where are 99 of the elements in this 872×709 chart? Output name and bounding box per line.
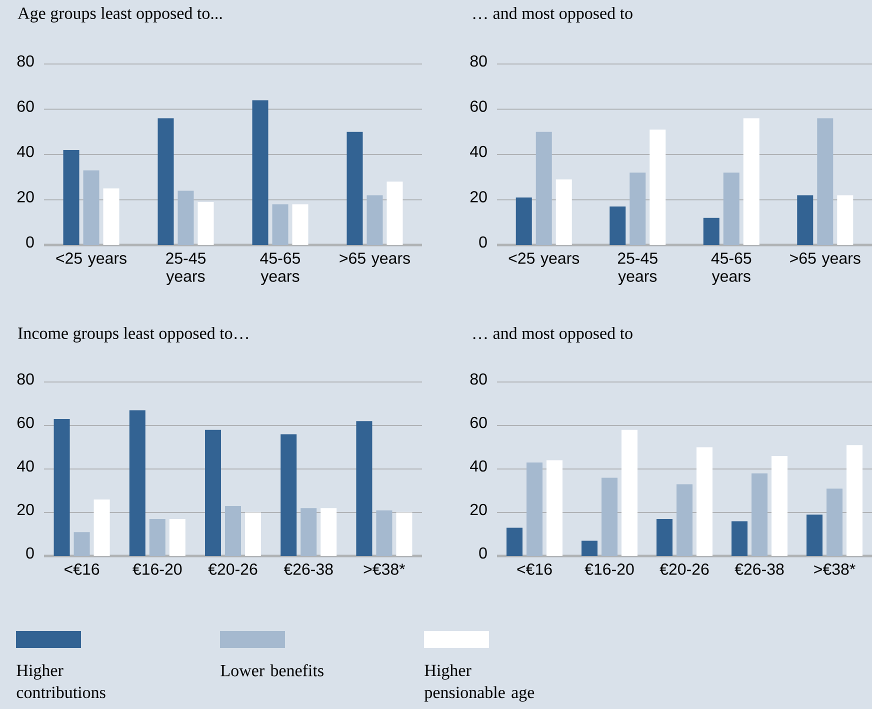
x-tick-label: 25-45 years <box>166 252 206 286</box>
bar <box>300 508 317 556</box>
bar <box>656 519 673 556</box>
bar <box>280 434 297 556</box>
y-tick-label: 40 <box>470 460 487 472</box>
x-tick-label: €26-38 <box>284 564 333 575</box>
legend-label: Higher pensionable age <box>424 664 534 702</box>
bar <box>63 150 80 245</box>
chart-title: Age groups least opposed to... <box>18 7 222 22</box>
bar <box>556 179 572 245</box>
bar <box>158 118 174 245</box>
bar <box>178 190 194 245</box>
x-tick-label: €26-38 <box>734 564 784 575</box>
bar <box>752 473 768 556</box>
y-tick-label: 60 <box>17 416 34 428</box>
bar <box>366 195 383 245</box>
bar <box>696 447 713 556</box>
bar <box>252 100 268 245</box>
bar <box>376 510 392 556</box>
bar <box>94 499 110 556</box>
x-tick-label: 45-65 years <box>711 252 752 286</box>
bar <box>536 132 552 245</box>
y-tick-label: 0 <box>479 236 487 248</box>
bar <box>205 430 221 556</box>
y-tick-label: 20 <box>470 504 487 516</box>
y-tick-label: 80 <box>17 373 34 385</box>
legend-label: Higher contributions <box>16 664 106 698</box>
bar <box>703 218 720 245</box>
x-tick-label: €16-20 <box>584 564 634 575</box>
y-tick-label: 40 <box>17 146 34 158</box>
y-tick-label: 0 <box>26 547 34 559</box>
x-tick-label: <€16 <box>517 564 552 575</box>
chart-title: Income groups least opposed to… <box>18 327 248 342</box>
x-tick-label: <25 years <box>508 252 580 268</box>
bar <box>386 182 403 245</box>
y-tick-label: 60 <box>470 100 487 112</box>
bar <box>846 445 863 556</box>
bar <box>103 188 120 245</box>
bar <box>346 132 363 245</box>
x-tick-label: >€38* <box>364 564 406 575</box>
bar <box>826 488 843 556</box>
bar <box>506 528 523 556</box>
bar <box>650 130 666 245</box>
bar <box>676 484 693 556</box>
x-tick-label: €20-26 <box>660 564 709 575</box>
y-tick-label: 20 <box>17 504 34 516</box>
chart-title: … and most opposed to <box>473 7 632 22</box>
bar <box>149 519 166 556</box>
y-tick-label: 40 <box>470 146 487 158</box>
bar <box>630 172 646 245</box>
y-tick-label: 20 <box>470 191 487 202</box>
x-tick-label: >65 years <box>340 252 410 268</box>
x-tick-label: <€16 <box>64 564 100 575</box>
bar <box>797 195 814 245</box>
bar <box>622 430 638 556</box>
chart-title: … and most opposed to <box>473 327 632 342</box>
bar <box>723 172 740 245</box>
bar <box>169 519 186 556</box>
x-tick-label: <25 years <box>56 252 126 268</box>
bar <box>837 195 854 245</box>
bar <box>732 521 748 556</box>
x-tick-label: >€38* <box>814 564 856 575</box>
bar <box>54 418 70 556</box>
bar <box>74 532 90 556</box>
y-tick-label: 40 <box>17 460 34 472</box>
y-tick-label: 0 <box>479 547 487 559</box>
y-tick-label: 80 <box>17 55 34 67</box>
legend-label: Lower benefits <box>220 664 324 676</box>
bar <box>320 508 337 556</box>
x-tick-label: 25-45 years <box>618 252 658 286</box>
y-tick-label: 60 <box>470 416 487 428</box>
bar <box>806 514 823 556</box>
bar <box>356 421 372 556</box>
bar <box>546 460 563 556</box>
bar <box>83 170 100 245</box>
x-tick-label: >65 years <box>790 252 860 268</box>
bar <box>272 204 288 245</box>
bar <box>129 410 146 556</box>
y-tick-label: 20 <box>17 191 34 202</box>
bar <box>516 197 532 245</box>
bar <box>225 506 242 556</box>
bar <box>610 206 626 245</box>
bar <box>396 512 412 556</box>
y-tick-label: 80 <box>470 373 487 385</box>
bar <box>602 478 618 556</box>
y-tick-label: 80 <box>470 55 487 67</box>
bar <box>817 118 834 245</box>
bar <box>772 456 788 556</box>
x-tick-label: €20-26 <box>208 564 258 575</box>
bar <box>245 512 262 556</box>
y-tick-label: 0 <box>26 236 34 248</box>
bar <box>743 118 760 245</box>
bar <box>198 202 214 245</box>
x-tick-label: €16-20 <box>132 564 182 575</box>
bar <box>582 540 598 556</box>
y-tick-label: 60 <box>17 100 34 112</box>
bar <box>526 462 543 556</box>
x-tick-label: 45-65 years <box>260 252 300 286</box>
bar <box>292 204 308 245</box>
